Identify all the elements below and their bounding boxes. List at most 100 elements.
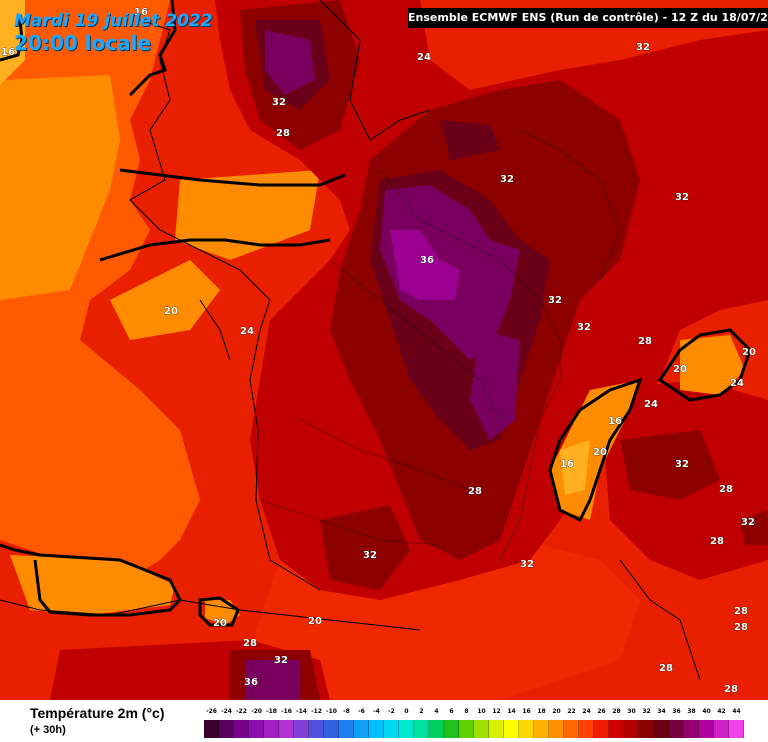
scale-tick-label: 44 [732,708,741,715]
map-label: 20 [308,616,322,627]
scale-swatch [444,720,459,738]
scale-swatch [609,720,624,738]
map-label: 28 [719,484,733,495]
scale-swatch [684,720,699,738]
scale-swatch [714,720,729,738]
scale-tick-label: -14 [296,708,307,715]
map-label: 32 [363,550,377,561]
map-label: 16 [134,7,148,18]
scale-swatch [534,720,549,738]
scale-tick-label: 36 [672,708,681,715]
map-label: 28 [724,684,738,695]
scale-swatch [729,720,744,738]
scale-tick-label: 30 [627,708,636,715]
scale-tick-label: 10 [477,708,486,715]
scale-tick-label: 18 [537,708,546,715]
legend-subtitle: (+ 30h) [30,724,66,736]
alps-cool-region [550,335,745,520]
map-label: 20 [593,447,607,458]
temperature-map: 16 16 24 32 28 32 32 32 36 32 32 20 24 2… [0,0,768,700]
map-label: 32 [675,192,689,203]
scale-tick-label: 6 [449,708,454,715]
map-label: 20 [164,306,178,317]
map-label: 20 [673,364,687,375]
scale-swatch [549,720,564,738]
map-label: 16 [1,47,15,58]
map-label: 32 [272,97,286,108]
scale-swatch [264,720,279,738]
map-label: 28 [734,622,748,633]
scale-swatch [339,720,354,738]
map-label: 24 [240,326,254,337]
scale-tick-label: 28 [612,708,621,715]
scale-tick-label: 20 [552,708,561,715]
scale-swatch [204,720,219,738]
borders [259,129,621,561]
scale-swatch [459,720,474,738]
scale-swatch [219,720,234,738]
scale-swatch [429,720,444,738]
scale-tick-label: -26 [206,708,217,715]
map-label: 28 [468,486,482,497]
map-label: 32 [500,174,514,185]
map-label: 24 [644,399,658,410]
scale-swatch [399,720,414,738]
scale-tick-label: 34 [657,708,666,715]
scale-swatch [564,720,579,738]
map-label: 32 [577,322,591,333]
scale-swatch [294,720,309,738]
scale-tick-label: 12 [492,708,501,715]
scale-tick-label: -12 [311,708,322,715]
legend-footer: Température 2m (°c) (+ 30h) -26 -24 -22 -20… [0,700,768,742]
scale-tick-label: -24 [221,708,232,715]
scale-tick-label: 40 [702,708,711,715]
map-label: 36 [420,255,434,266]
forecast-date: Mardi 19 juillet 2022 [14,11,213,31]
scale-tick-label: 8 [464,708,469,715]
scale-tick-label: 16 [522,708,531,715]
scale-tick-label: 0 [404,708,409,715]
scale-tick-label: -16 [281,708,292,715]
scale-tick-label: 2 [419,708,424,715]
map-label: 36 [244,677,258,688]
scale-swatch [579,720,594,738]
scale-tick-label: 26 [597,708,606,715]
scale-tick-label: -22 [236,708,247,715]
scale-swatch [324,720,339,738]
map-label: 20 [742,347,756,358]
scale-swatch [489,720,504,738]
land-38-region [390,230,460,300]
scale-tick-label: -4 [373,708,380,715]
scale-tick-label: 22 [567,708,576,715]
map-label: 28 [710,536,724,547]
scale-swatch [369,720,384,738]
scale-tick-label: 38 [687,708,696,715]
map-label: 32 [548,295,562,306]
map-label: 28 [638,336,652,347]
temperature-value-labels: 16 16 24 32 28 32 32 32 36 32 32 20 24 2… [1,7,757,696]
scale-labels: -26 -24 -22 -20 -18 -16 -14 -12 -10 -8 -6 -4 -2 0 2 4 6 8… [204,708,744,720]
run-title: Ensemble ECMWF ENS (Run de contrôle) - 1… [408,8,768,28]
scale-swatch [474,720,489,738]
map-label: 24 [417,52,431,63]
scale-swatch [594,720,609,738]
map-label: 16 [560,459,574,470]
map-label: 28 [734,606,748,617]
scale-tick-label: -20 [251,708,262,715]
map-label: 32 [520,559,534,570]
scale-swatch [669,720,684,738]
color-scale-bar [204,720,744,738]
forecast-time: 20:00 locale [14,31,151,55]
map-label: 24 [730,378,744,389]
map-label: 28 [243,638,257,649]
scale-tick-label: 42 [717,708,726,715]
scale-swatch [249,720,264,738]
scale-tick-label: -6 [358,708,365,715]
thick-isolines [0,0,752,627]
scale-swatch [699,720,714,738]
scale-swatch [279,720,294,738]
map-label: 28 [276,128,290,139]
map-label: 32 [741,517,755,528]
scale-tick-label: -18 [266,708,277,715]
scale-tick-label: 32 [642,708,651,715]
